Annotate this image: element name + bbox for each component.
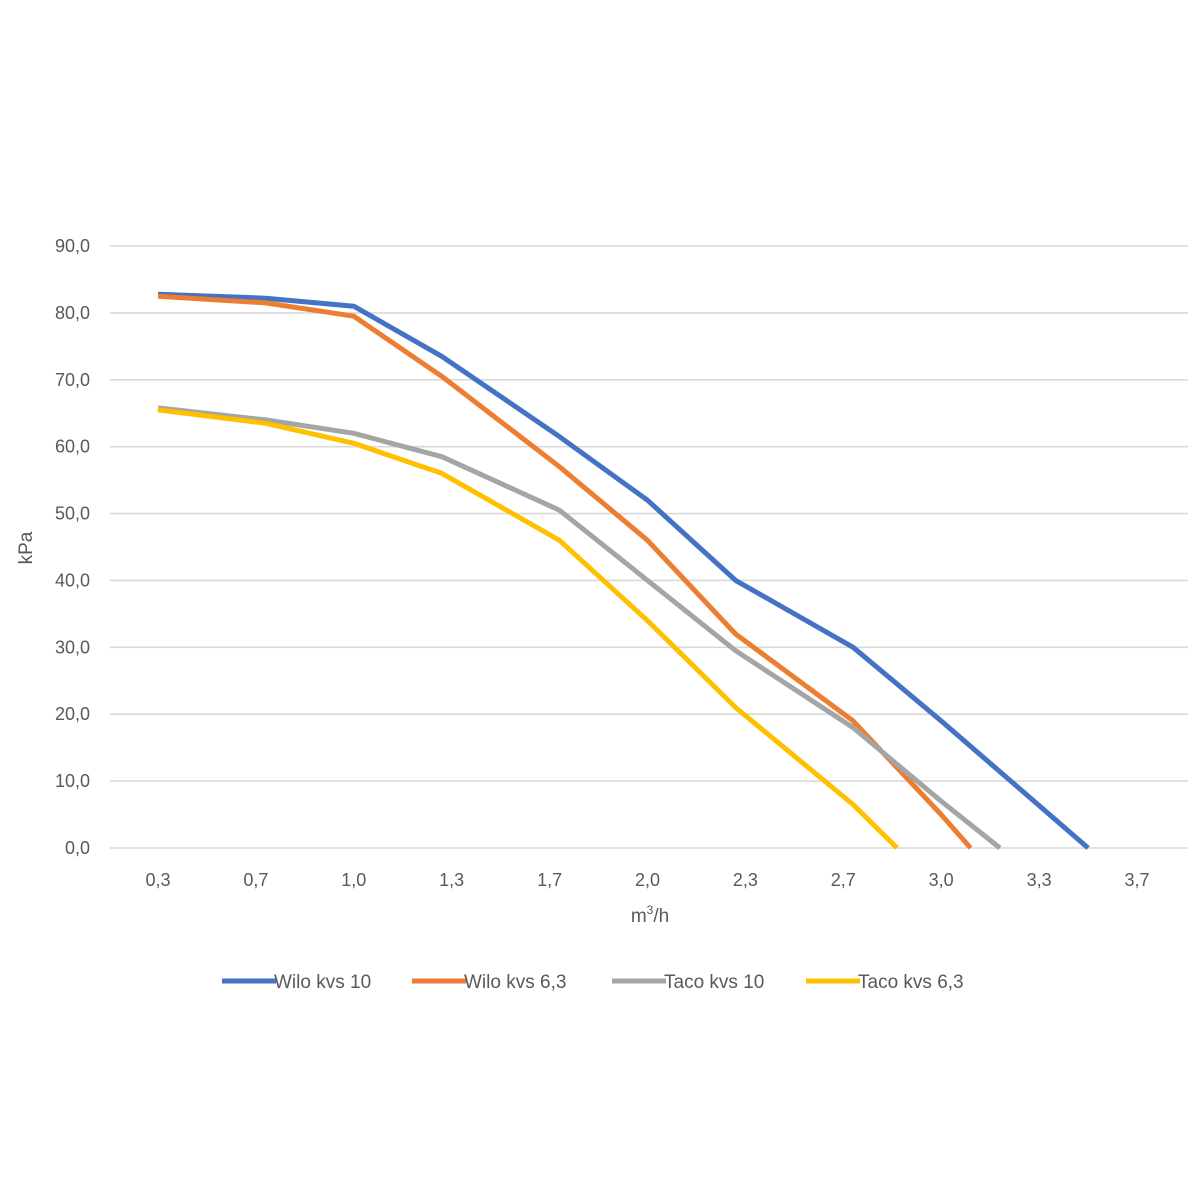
series-line: [157, 407, 899, 850]
x-tick-label: 0,3: [145, 870, 170, 890]
legend-label: Wilo kvs 6,3: [464, 972, 566, 993]
x-axis-label-rest: /h: [653, 906, 669, 927]
series-line: [157, 291, 1090, 850]
y-tick-label: 10,0: [55, 771, 90, 791]
x-tick-label: 3,3: [1027, 870, 1052, 890]
series-line: [157, 293, 973, 850]
series-lines: [157, 291, 1090, 850]
legend-label: Wilo kvs 10: [274, 972, 371, 993]
legend-label: Taco kvs 10: [664, 972, 764, 993]
y-tick-label: 0,0: [65, 838, 90, 858]
legend-label: Taco kvs 6,3: [858, 972, 964, 993]
y-tick-label: 70,0: [55, 370, 90, 390]
y-tick-label: 90,0: [55, 236, 90, 256]
y-tick-label: 60,0: [55, 437, 90, 457]
x-tick-label: 1,3: [439, 870, 464, 890]
x-tick-label: 2,7: [831, 870, 856, 890]
x-axis-label: m3/h: [631, 903, 669, 927]
x-tick-label: 3,0: [929, 870, 954, 890]
legend: Wilo kvs 10 Wilo kvs 6,3 Taco kvs 10 Taco k…: [222, 972, 964, 993]
x-tick-label: 0,7: [243, 870, 268, 890]
y-tick-label: 50,0: [55, 504, 90, 524]
y-tick-label: 20,0: [55, 704, 90, 724]
x-tick-label: 1,7: [537, 870, 562, 890]
x-tick-label: 2,0: [635, 870, 660, 890]
y-axis-tick-labels: 0,0 10,0 20,0 30,0 40,0 50,0 60,0 70,0 80,0 90,0: [55, 236, 90, 858]
y-axis-label: kPa: [16, 531, 37, 564]
series-line: [157, 405, 1002, 850]
y-tick-label: 80,0: [55, 303, 90, 323]
y-tick-label: 40,0: [55, 570, 90, 590]
x-tick-label: 3,7: [1124, 870, 1149, 890]
x-axis-tick-labels: 0,3 0,7 1,0 1,3 1,7 2,0 2,3 2,7 3,0 3,3 3,7: [145, 870, 1149, 890]
x-tick-label: 2,3: [733, 870, 758, 890]
y-tick-label: 30,0: [55, 637, 90, 657]
x-tick-label: 1,0: [341, 870, 366, 890]
x-axis-label-main: m: [631, 906, 647, 927]
x-axis-label-sup: 3: [647, 903, 654, 917]
gridlines: [110, 245, 1188, 849]
